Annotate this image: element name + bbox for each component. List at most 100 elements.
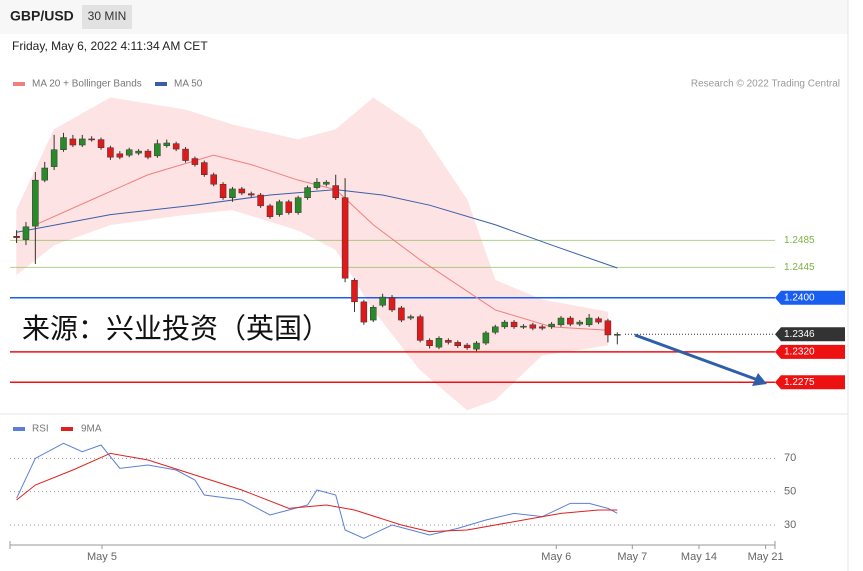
candle-body [191, 158, 199, 165]
interval: 30 MIN [88, 9, 127, 23]
y-tick-label: 70 [784, 452, 796, 464]
level-label: 1.2346 [784, 329, 815, 340]
bollinger-band [541, 299, 609, 356]
candle-body [585, 317, 593, 326]
level-tag [775, 327, 845, 342]
credit: Research © 2022 Trading Central [691, 79, 840, 90]
candle-body [370, 306, 377, 321]
x-tick-label: May 6 [541, 551, 571, 563]
candle-body [473, 342, 480, 350]
candle-body [426, 340, 433, 347]
candle-body [595, 318, 602, 323]
candle-body [463, 344, 471, 349]
candle-body [172, 143, 180, 150]
candle-body [135, 150, 142, 154]
y-tick-label: 50 [784, 486, 796, 498]
candle-body [22, 226, 30, 240]
candle-body [125, 149, 133, 156]
candle-body [501, 321, 508, 328]
level-tag [775, 375, 845, 390]
candle-body [294, 197, 302, 213]
candle-body [407, 316, 415, 319]
candle-body [219, 183, 227, 198]
level-tag [775, 344, 845, 359]
candle-body [182, 148, 189, 161]
candle-body [398, 307, 405, 321]
candle-body [163, 142, 171, 146]
candle-body [323, 181, 330, 185]
candle-body [388, 297, 396, 311]
trend-arrow [634, 333, 759, 382]
candle-body [379, 296, 386, 306]
y-tick-label: 30 [784, 519, 796, 531]
candle-body [41, 167, 48, 181]
candle-body [510, 321, 518, 328]
candle-body [144, 150, 152, 158]
candle-body [238, 188, 246, 194]
candle-body [454, 342, 461, 347]
x-tick-label: May 7 [617, 551, 647, 563]
candle-body [50, 149, 58, 167]
legend-label: 9MA [81, 424, 102, 435]
candle-body [604, 320, 612, 336]
annotation: 来源：兴业投资（英国） [22, 312, 330, 345]
indicator-line [16, 452, 618, 533]
bollinger-band [335, 97, 374, 311]
legend-label: RSI [32, 424, 49, 435]
candle-body [285, 201, 293, 213]
candle-body [266, 205, 274, 217]
candle-body [107, 147, 114, 158]
candle-body [492, 326, 499, 333]
candle-body [276, 201, 283, 215]
candle-body [247, 193, 255, 196]
candle-body [567, 317, 574, 325]
legend-swatch [13, 427, 25, 431]
indicator-line [16, 442, 618, 539]
trend-arrowhead [752, 373, 767, 386]
candle-body [32, 179, 39, 227]
interval-badge [82, 5, 132, 29]
header-bar [0, 0, 848, 34]
level-label: 1.2275 [784, 377, 815, 388]
candle-body [60, 137, 67, 150]
candle-body [210, 174, 217, 185]
level-tag [775, 290, 845, 305]
candle-body [445, 340, 452, 343]
candle-body [482, 332, 490, 344]
candle-body [416, 316, 424, 341]
candle-body [529, 324, 537, 329]
legend-label: MA 20 + Bollinger Bands [32, 79, 142, 90]
bollinger-band [466, 199, 496, 411]
candle-body [88, 138, 95, 141]
bollinger-band [419, 128, 468, 411]
level-label: 1.2400 [784, 292, 815, 303]
candle-body [69, 138, 77, 146]
level-label: 1.2320 [784, 346, 815, 357]
candle-body [548, 323, 555, 328]
candle-body [557, 317, 565, 326]
candle-body [538, 326, 546, 329]
candle-body [304, 187, 311, 198]
candle-body [229, 188, 236, 198]
level-label: 1.2485 [784, 235, 815, 246]
legend-swatch [13, 82, 25, 86]
ma-line [16, 189, 618, 269]
bollinger-band [373, 97, 421, 371]
candle-body [13, 236, 20, 238]
level-label: 1.2445 [784, 262, 815, 273]
legend-swatch [155, 82, 167, 86]
candle-body [614, 334, 621, 336]
symbol: GBP/USD [10, 8, 74, 24]
candle-body [576, 321, 584, 325]
candle-body [97, 139, 105, 148]
candle-body [79, 138, 86, 146]
bollinger-band [110, 97, 186, 226]
candle-body [360, 301, 368, 323]
timestamp: Friday, May 6, 2022 4:11:34 AM CET [12, 39, 208, 53]
candle-body [341, 197, 349, 279]
x-tick-label: May 5 [87, 551, 117, 563]
candle-body [332, 185, 339, 198]
legend-label: MA 50 [174, 79, 203, 90]
legend-swatch [61, 427, 73, 431]
